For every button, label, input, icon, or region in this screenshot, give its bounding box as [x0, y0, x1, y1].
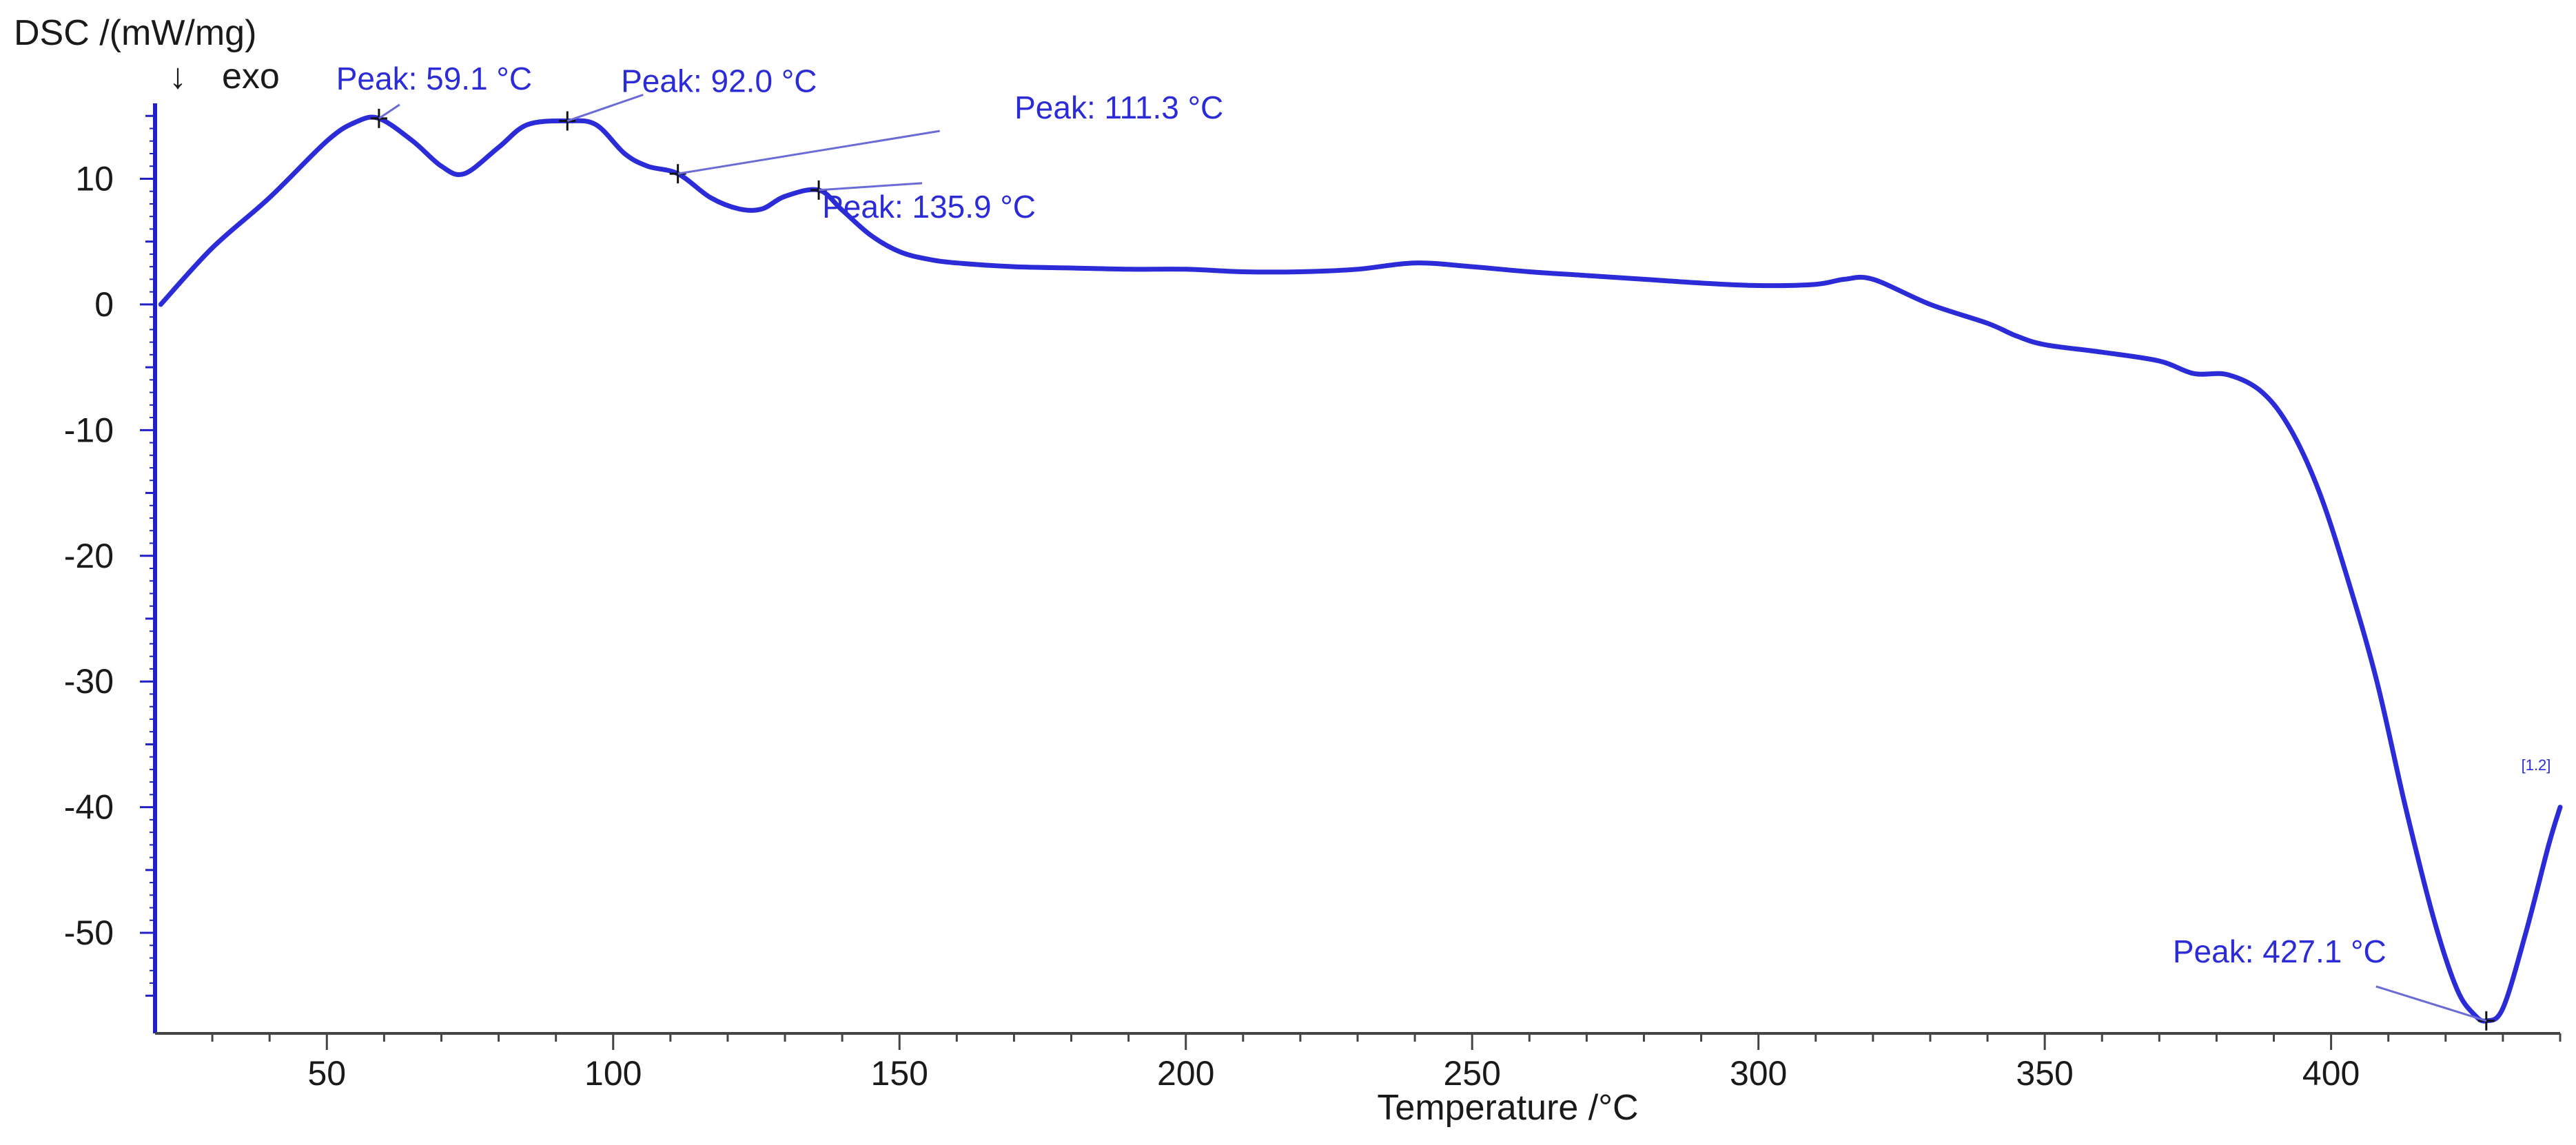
x-tick-label: 250 [1443, 1054, 1500, 1093]
peak-label: Peak: 59.1 °C [336, 61, 532, 96]
x-tick-label: 350 [2016, 1054, 2073, 1093]
series-layer [158, 114, 2563, 1024]
x-tick-label: 200 [1157, 1054, 1214, 1093]
exo-label: exo [222, 56, 280, 96]
peak-layer: Peak: 59.1 °C Peak: 92.0 °C Peak: 111.3 °C… [336, 61, 2495, 1031]
peak-label: Peak: 427.1 °C [2173, 933, 2386, 969]
peak-label: Peak: 135.9 °C [822, 189, 1036, 225]
peak-leader-line [818, 182, 923, 192]
y-tick-label: -10 [64, 411, 114, 449]
peak-leader-line [677, 130, 940, 175]
peak-leader-line [2375, 985, 2487, 1022]
y-tick-label: 0 [94, 285, 114, 324]
peak-leader-line [566, 94, 644, 122]
peak-leader-line [378, 103, 400, 120]
y-tick-label: -40 [64, 788, 114, 827]
y-tick-label: -20 [64, 537, 114, 575]
curve-tag: [1.2] [2522, 756, 2551, 774]
y-tick-label: 10 [75, 159, 114, 198]
x-tick-label: 150 [871, 1054, 928, 1093]
x-tick-label: 100 [584, 1054, 642, 1093]
x-tick-label: 300 [1730, 1054, 1787, 1093]
peak-label: Peak: 92.0 °C [621, 63, 817, 99]
x-tick-label: 400 [2302, 1054, 2360, 1093]
y-ticks: 10 0 -10 -20 -30 -40 -50 [64, 114, 155, 997]
series-line-dsc [158, 114, 2563, 1024]
y-axis-title: DSC /(mW/mg) [14, 13, 256, 53]
y-tick-label: -30 [64, 662, 114, 701]
axes [153, 103, 2560, 1035]
exo-arrow-icon: ↓ [169, 56, 187, 96]
x-axis-title: Temperature /°C [1377, 1088, 1638, 1128]
y-tick-label: -50 [64, 914, 114, 952]
peak-label: Peak: 111.3 °C [1014, 90, 1223, 125]
x-tick-label: 50 [307, 1054, 346, 1093]
x-ticks: 50 100 150 200 250 300 350 400 [211, 1033, 2562, 1093]
